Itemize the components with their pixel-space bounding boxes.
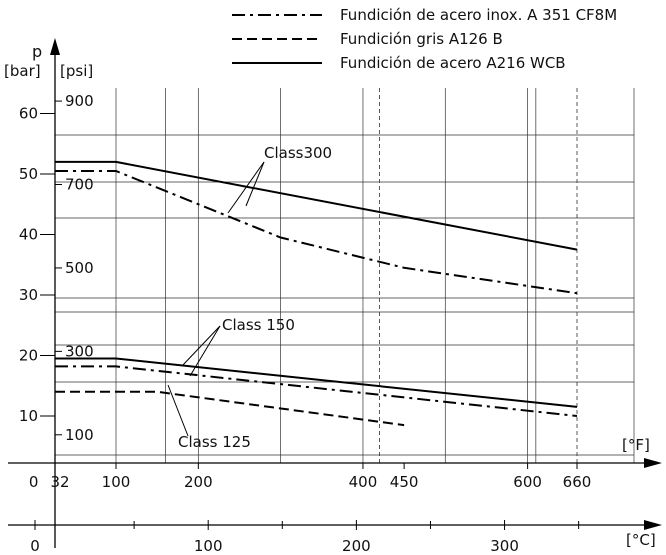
c-tick-label: 300 bbox=[490, 537, 519, 555]
class300-label: Class300 bbox=[264, 144, 332, 162]
series-line bbox=[55, 365, 578, 417]
f-tick-label: 100 bbox=[102, 473, 131, 491]
c-tick-label: 0 bbox=[30, 537, 40, 555]
series-line bbox=[55, 357, 578, 408]
annotation-leader bbox=[189, 325, 221, 377]
class125-label: Class 125 bbox=[178, 433, 251, 451]
legend: Fundición de acero inox. A 351 CF8M Fundi… bbox=[232, 6, 617, 72]
x-unit-f: [°F] bbox=[622, 436, 650, 454]
annotations: Class300 Class 150 Class 125 bbox=[178, 144, 332, 451]
axes: 10 20 30 40 50 60 100 300 500 700 900 0 32 100 200 400 4… bbox=[4, 38, 662, 555]
f-tick-label: 32 bbox=[50, 473, 69, 491]
grid bbox=[55, 88, 635, 463]
bar-tick-label: 50 bbox=[19, 165, 38, 183]
f-axis-arrow bbox=[644, 458, 662, 468]
bar-tick-label: 30 bbox=[19, 286, 38, 304]
c-tick-label: 200 bbox=[342, 537, 371, 555]
x-unit-c: [°C] bbox=[626, 531, 656, 549]
f-tick-label: 660 bbox=[563, 473, 592, 491]
annotation-leader bbox=[227, 161, 265, 214]
psi-tick-label: 300 bbox=[65, 342, 94, 360]
f-tick-label: 600 bbox=[513, 473, 542, 491]
annotation-leader bbox=[181, 325, 221, 367]
y-axis-arrow bbox=[50, 38, 60, 55]
f-tick-label: 200 bbox=[184, 473, 213, 491]
series-line bbox=[55, 170, 578, 295]
psi-tick-label: 700 bbox=[65, 176, 94, 194]
bar-tick-label: 40 bbox=[19, 226, 38, 244]
c-tick-label: 100 bbox=[194, 537, 223, 555]
bar-tick-label: 60 bbox=[19, 105, 38, 123]
bar-tick-label: 20 bbox=[19, 347, 38, 365]
class150-label: Class 150 bbox=[222, 316, 295, 334]
c-axis-arrow bbox=[644, 520, 662, 530]
y-unit-bar: [bar] bbox=[4, 62, 41, 80]
annotation-leader bbox=[245, 161, 265, 207]
series-line bbox=[55, 390, 405, 427]
legend-label: Fundición de acero A216 WCB bbox=[340, 54, 566, 72]
annotation-leader bbox=[167, 384, 189, 437]
series-line bbox=[55, 160, 578, 251]
legend-label: Fundición gris A126 B bbox=[340, 30, 503, 48]
f-tick-label: 0 bbox=[29, 473, 39, 491]
y-unit-psi: [psi] bbox=[60, 62, 93, 80]
legend-label: Fundición de acero inox. A 351 CF8M bbox=[340, 6, 617, 24]
series-layer bbox=[55, 160, 578, 437]
psi-tick-label: 500 bbox=[65, 259, 94, 277]
psi-tick-label: 900 bbox=[65, 92, 94, 110]
f-tick-label: 400 bbox=[349, 473, 378, 491]
psi-tick-label: 100 bbox=[65, 426, 94, 444]
f-tick-label: 450 bbox=[390, 473, 419, 491]
bar-tick-label: 10 bbox=[19, 407, 38, 425]
y-axis-symbol: p bbox=[32, 42, 42, 61]
